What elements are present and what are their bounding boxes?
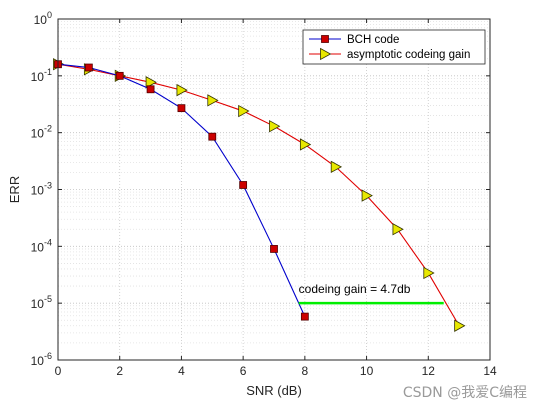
data-point-square xyxy=(239,181,248,189)
y-tick-label: 10-4 xyxy=(31,237,52,254)
data-point-square xyxy=(84,63,93,72)
watermark: CSDN @我爱C编程 xyxy=(402,385,527,401)
y-tick-label: 10-1 xyxy=(31,67,52,84)
series-layer xyxy=(53,58,466,332)
data-point-square xyxy=(115,71,124,80)
data-point-triangle xyxy=(238,104,250,118)
coding-gain-annotation: codeing gain = 4.7db xyxy=(299,282,411,296)
x-tick-label: 8 xyxy=(302,364,309,378)
data-point-triangle xyxy=(392,223,404,236)
x-tick-label: 12 xyxy=(422,364,436,378)
legend-label: asymptotic codeing gain xyxy=(347,49,470,61)
x-tick-label: 2 xyxy=(116,364,123,378)
y-tick-label: 10-5 xyxy=(31,294,52,311)
x-axis-label: SNR (dB) xyxy=(246,383,302,398)
series-line xyxy=(57,63,460,327)
data-point-triangle xyxy=(454,319,466,332)
data-point-triangle xyxy=(207,94,219,107)
y-tick-label: 10-2 xyxy=(31,124,52,141)
x-tick-label: 14 xyxy=(483,364,497,378)
x-tick-label: 4 xyxy=(178,364,185,378)
y-tick-label: 10-3 xyxy=(31,181,52,198)
data-point-square xyxy=(321,35,329,43)
grid xyxy=(58,19,490,360)
data-point-square xyxy=(300,312,309,321)
x-tick-label: 0 xyxy=(55,364,62,378)
y-axis-label: ERR xyxy=(7,176,22,203)
data-point-triangle xyxy=(145,76,157,89)
y-tick-label: 100 xyxy=(34,10,52,27)
tick-layer: 0 2 4 6 8 10 12 14 10-6 10-5 10-4 10-3 10-2 10-1 100 xyxy=(31,10,497,378)
legend-label: BCH code xyxy=(347,34,399,46)
x-tick-label: 10 xyxy=(360,364,374,378)
y-tick-label: 10-6 xyxy=(31,351,52,368)
data-point-square xyxy=(270,245,278,253)
x-tick-label: 6 xyxy=(240,364,247,378)
data-point-square xyxy=(177,104,186,113)
annotation-layer: codeing gain = 4.7db xyxy=(298,282,444,305)
legend-box xyxy=(302,29,486,65)
data-point-triangle xyxy=(299,138,312,151)
data-point-triangle xyxy=(423,266,435,280)
data-point-square xyxy=(208,132,217,141)
data-point-triangle xyxy=(269,120,281,133)
data-point-triangle xyxy=(176,83,188,97)
data-point-triangle xyxy=(320,47,332,61)
data-point-square xyxy=(146,85,155,94)
data-point-triangle xyxy=(330,160,343,174)
data-point-triangle xyxy=(361,189,373,202)
legend: BCH code asymptotic codeing gain xyxy=(302,29,486,65)
